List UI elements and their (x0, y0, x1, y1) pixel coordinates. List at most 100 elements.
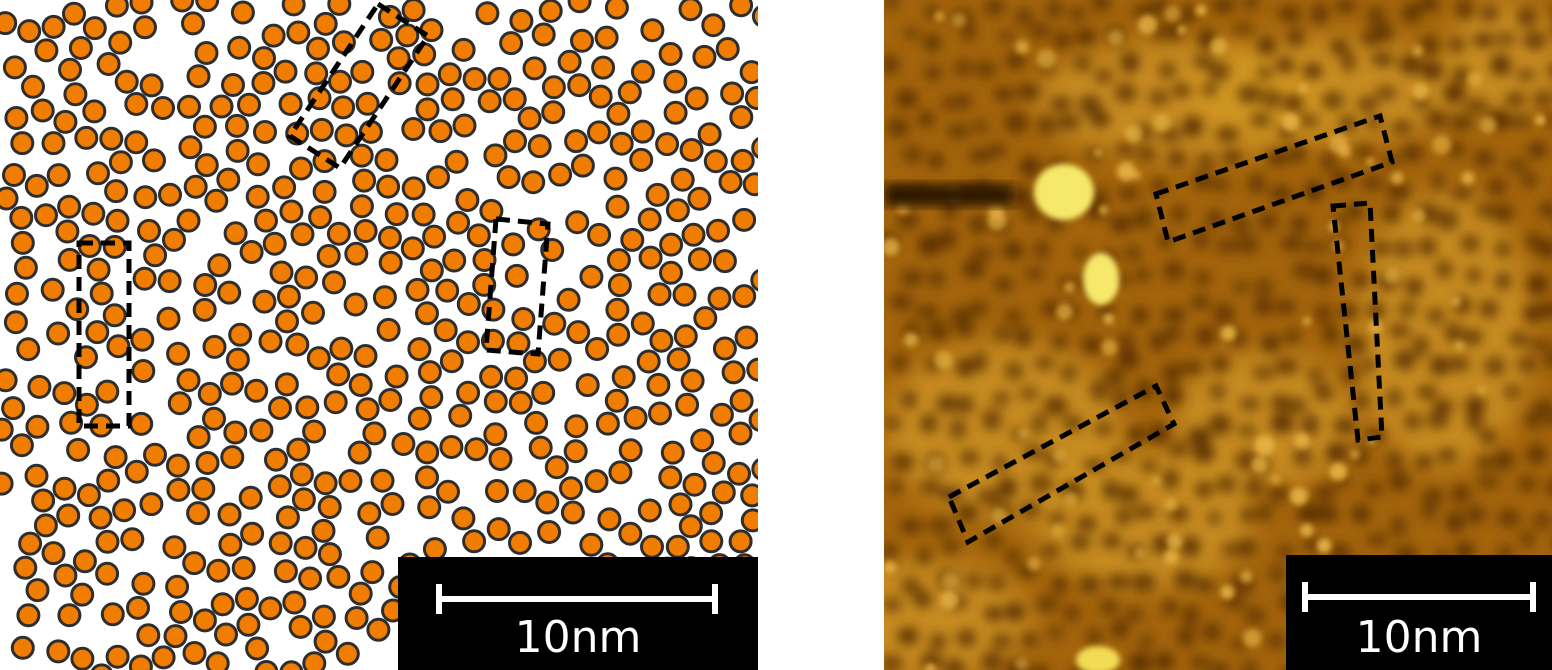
dark-pit (1465, 98, 1489, 113)
bright-ridge (1383, 267, 1400, 284)
bright-blob-medium (1083, 253, 1119, 305)
dark-pit (1158, 62, 1176, 79)
particle (727, 461, 751, 486)
dashed-box-vertical-right (483, 216, 551, 357)
particle (675, 392, 700, 417)
dark-pit (1074, 29, 1097, 45)
dark-pit (1391, 515, 1406, 538)
dark-pit (1187, 427, 1211, 446)
particle (439, 349, 464, 374)
particle (456, 292, 481, 316)
particle (687, 186, 712, 211)
dark-pit (1034, 356, 1055, 371)
dark-pit (1544, 351, 1552, 368)
dark-pit (1269, 184, 1293, 204)
dark-pit (968, 214, 987, 235)
particle (417, 495, 442, 520)
dark-pit (994, 87, 1014, 102)
dark-pit (1002, 241, 1024, 260)
dark-pit (1386, 388, 1403, 408)
particle (16, 603, 41, 628)
particle (350, 59, 375, 84)
particle (234, 586, 259, 611)
particle (209, 94, 234, 119)
bright-ridge (1164, 5, 1181, 22)
particle (376, 317, 401, 342)
dark-pit (1006, 51, 1026, 70)
particle (451, 506, 476, 531)
dark-pit (1221, 542, 1243, 557)
particle (638, 245, 663, 270)
particle (2, 55, 27, 80)
particle (4, 106, 29, 130)
particle (563, 439, 588, 464)
dark-pit (1198, 153, 1214, 170)
particle (133, 15, 157, 40)
particle (130, 327, 155, 352)
dark-pit (1050, 96, 1072, 111)
dark-pit (1357, 97, 1378, 111)
particle (666, 347, 691, 372)
particle (566, 320, 591, 345)
particle (96, 468, 121, 493)
bright-ridge (1329, 133, 1349, 153)
dark-pit (1250, 113, 1272, 127)
dark-pit (1117, 486, 1140, 503)
particle (261, 23, 286, 48)
bright-ridge (1467, 71, 1483, 87)
particle (275, 505, 300, 530)
particle (567, 0, 592, 14)
dark-pit (1148, 89, 1169, 106)
particle (692, 44, 717, 69)
particle (442, 248, 467, 273)
dark-pit (1167, 19, 1183, 41)
dark-pit (928, 152, 944, 169)
particle (386, 46, 411, 71)
particle (9, 433, 34, 458)
dark-pit (1276, 57, 1295, 74)
particle (317, 495, 342, 519)
particle (411, 202, 436, 227)
particle (541, 100, 566, 125)
particle (369, 27, 394, 52)
bright-ridge (1052, 448, 1067, 463)
dark-pit (1211, 355, 1230, 372)
dark-pit (886, 117, 910, 138)
dark-pit (1028, 23, 1051, 39)
particle (433, 318, 458, 343)
particle (269, 260, 294, 285)
particle (289, 156, 313, 181)
dark-pit (1375, 85, 1397, 101)
dark-pit (1472, 33, 1495, 47)
particle (472, 248, 497, 272)
particle (316, 244, 341, 268)
dark-pit (947, 124, 970, 139)
dark-pit (1023, 205, 1042, 223)
particle (511, 307, 536, 331)
dark-pit (1547, 64, 1552, 77)
dark-pit (983, 0, 1006, 17)
dark-pit (1495, 272, 1511, 290)
particle (105, 644, 130, 669)
dark-pit (1288, 145, 1307, 163)
dark-pit (1426, 411, 1449, 429)
dark-pit (1150, 0, 1169, 15)
dark-pit (1503, 385, 1521, 398)
dark-pit (1015, 326, 1031, 348)
particle (186, 501, 211, 526)
particle (136, 623, 161, 648)
particle (645, 182, 670, 207)
dark-pit (913, 590, 932, 608)
dark-pit (1461, 329, 1483, 346)
particle (102, 303, 127, 328)
dark-pit (1115, 272, 1132, 286)
particle (182, 641, 207, 665)
dark-pit (1286, 26, 1305, 48)
particle (306, 346, 331, 371)
particle (334, 123, 359, 148)
dark-pit (993, 453, 1008, 473)
particle (86, 257, 111, 282)
dark-pit (889, 294, 914, 311)
particle (327, 0, 352, 16)
dark-pit (915, 305, 939, 319)
